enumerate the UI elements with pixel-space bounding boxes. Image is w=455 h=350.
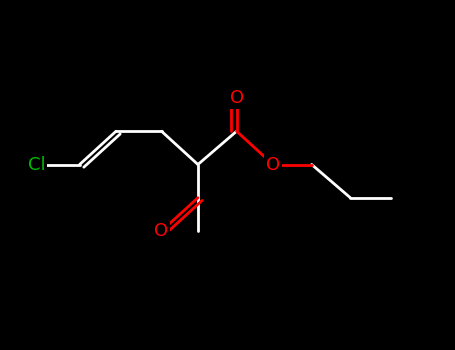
Text: Cl: Cl <box>28 155 45 174</box>
Text: O: O <box>229 89 244 107</box>
Text: O: O <box>266 155 280 174</box>
Text: O: O <box>154 222 169 240</box>
